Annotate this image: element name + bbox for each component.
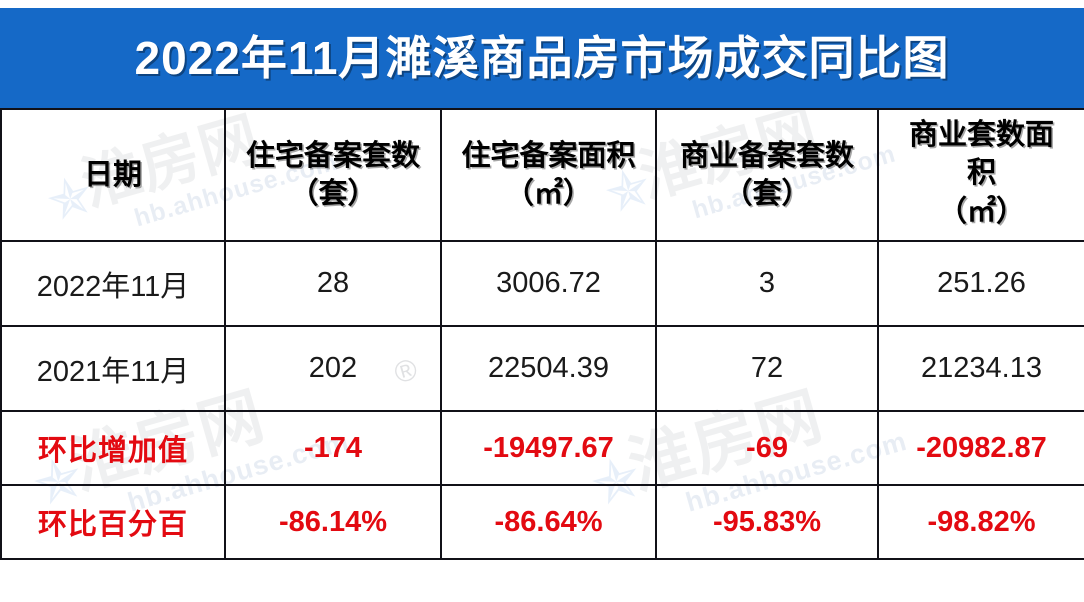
column-header-residential-units: 住宅备案套数 （套） — [224, 108, 442, 242]
row-label: 2022年11月 — [0, 240, 226, 327]
page-title: 2022年11月濉溪商品房市场成交同比图 — [134, 32, 950, 84]
cell-commercial-units: 72 — [655, 325, 879, 412]
cell-commercial-units: 3 — [655, 240, 879, 327]
cell-commercial-area: -98.82% — [877, 484, 1084, 560]
table-row: 2022年11月 28 3006.72 3 251.26 — [0, 240, 1084, 327]
column-header-commercial-area: 商业套数面 积 （㎡） — [877, 108, 1084, 242]
title-banner: 2022年11月濉溪商品房市场成交同比图 — [0, 8, 1084, 108]
cell-residential-area: 22504.39 — [440, 325, 657, 412]
cell-residential-units: 202 — [224, 325, 442, 412]
market-data-table: 日期 住宅备案套数 （套） 住宅备案面积 （㎡） — [0, 108, 1084, 560]
cell-residential-units: 28 — [224, 240, 442, 327]
cell-commercial-area: -20982.87 — [877, 410, 1084, 486]
cell-commercial-units: -95.83% — [655, 484, 879, 560]
column-header-date: 日期 — [0, 108, 226, 242]
table-header-row: 日期 住宅备案套数 （套） 住宅备案面积 （㎡） — [0, 108, 1084, 242]
column-header-line: 日期 — [83, 158, 142, 191]
column-header-unit: （套） — [289, 178, 377, 210]
column-header-unit: （㎡） — [937, 195, 1025, 228]
row-label: 2021年11月 — [0, 325, 226, 412]
column-header-line: 积 — [966, 157, 996, 190]
cell-residential-units: -174 — [224, 410, 442, 486]
column-header-unit: （套） — [723, 178, 811, 210]
cell-residential-area: 3006.72 — [440, 240, 657, 327]
column-header-residential-area: 住宅备案面积 （㎡） — [440, 108, 657, 242]
cell-residential-units: -86.14% — [224, 484, 442, 560]
table-row: 环比增加值 -174 -19497.67 -69 -20982.87 — [0, 410, 1084, 486]
table-row: 环比百分百 -86.14% -86.64% -95.83% -98.82% — [0, 484, 1084, 560]
cell-commercial-area: 251.26 — [877, 240, 1084, 327]
column-header-line: 住宅备案套数 — [245, 139, 420, 172]
row-label: 环比增加值 — [0, 410, 226, 486]
column-header-line: 商业套数面 — [908, 119, 1054, 151]
cell-residential-area: -19497.67 — [440, 410, 657, 486]
row-label: 环比百分百 — [0, 484, 226, 560]
column-header-line: 住宅备案面积 — [461, 139, 636, 172]
cell-commercial-units: -69 — [655, 410, 879, 486]
column-header-commercial-units: 商业备案套数 （套） — [655, 108, 879, 242]
column-header-line: 商业备案套数 — [679, 139, 854, 172]
cell-commercial-area: 21234.13 — [877, 325, 1084, 412]
column-header-unit: （㎡） — [504, 178, 592, 210]
table-row: 2021年11月 202 22504.39 72 21234.13 — [0, 325, 1084, 412]
cell-residential-area: -86.64% — [440, 484, 657, 560]
